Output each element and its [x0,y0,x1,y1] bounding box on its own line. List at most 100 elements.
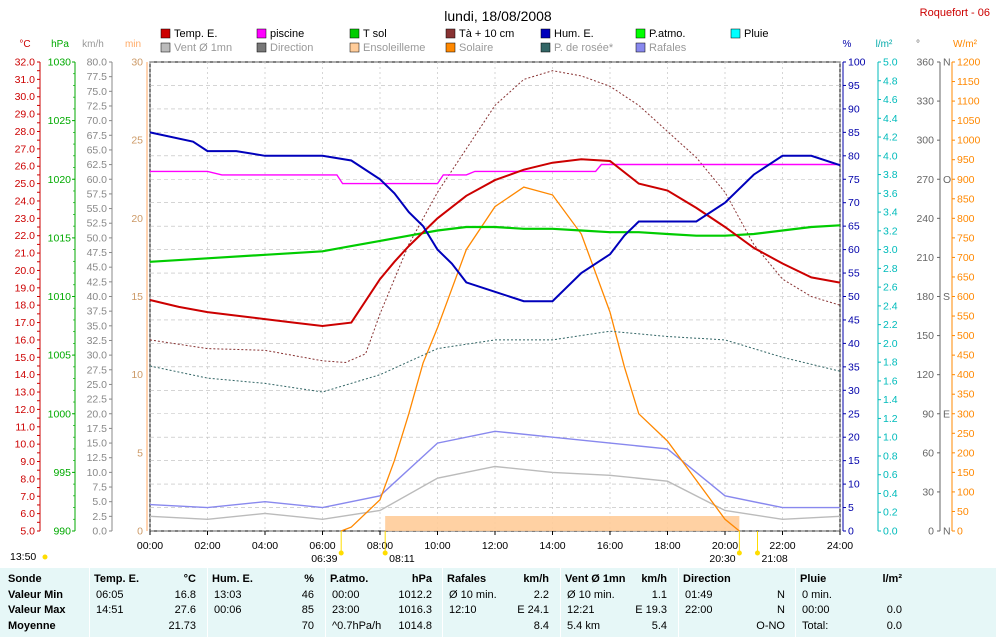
wind-axis-tick-label: 20.0 [87,408,108,420]
rain-axis-tick-label: 0.0 [883,526,898,538]
solar-axis-tick-label: 350 [957,389,975,401]
solar-axis-tick-label: 800 [957,213,975,225]
table-row-label: Moyenne [8,620,56,632]
deg-axis-tick-label: 300 [916,135,934,147]
solar-axis-tick-label: 1050 [957,115,981,127]
wind-axis-tick-label: 30.0 [87,350,108,362]
minutes-axis-tick-label: 20 [131,213,143,225]
solar-axis-tick-label: 1200 [957,57,981,69]
axis-unit-label: l/m² [876,39,893,50]
rain-axis-tick-label: 2.0 [883,338,898,350]
legend-swatch [160,42,171,53]
table-col-unit: l/m² [882,573,902,585]
wind-axis-tick-label: 0.0 [92,526,107,538]
table-cell-value: 1014.8 [398,620,432,632]
temp-axis-tick-label: 29.0 [15,109,36,121]
axis-unit-label: km/h [82,39,104,50]
rain-axis-tick-label: 3.2 [883,225,898,237]
table-cell-time: 00:06 [214,604,242,616]
press-axis-tick-label: 1020 [48,174,72,186]
deg-axis-tick-label: 330 [916,96,934,108]
table-cell-value: N [777,589,785,601]
wind-axis-tick-label: 65.0 [87,144,108,156]
solar-axis-tick-label: 100 [957,486,975,498]
series-rafales [149,430,840,509]
hum-axis-tick-label: 15 [848,455,860,467]
table-column-separator [795,568,796,637]
series-piscine [150,163,840,185]
table-cell-time: 12:21 [567,604,595,616]
solar-axis-tick-label: 1150 [957,76,980,88]
hum-axis-tick-label: 85 [848,127,860,139]
temp-axis-tick-label: 30.0 [15,91,36,103]
legend-label: P.atmo. [649,28,686,40]
deg-axis-dir-label: O [943,174,951,186]
solar-axis-tick-label: 300 [957,408,975,420]
temp-axis-tick-label: 16.0 [15,334,36,346]
wind-axis-tick-label: 67.5 [87,130,108,142]
deg-axis-dir-label: S [943,291,950,303]
legend-swatch [445,42,456,53]
table-col-title: Vent Ø 1mn [565,573,626,585]
hum-axis-tick-label: 95 [848,80,860,92]
series-p-de-ros-e- [149,330,841,393]
time-tick-label: 10:00 [424,540,450,552]
deg-axis-tick-label: 180 [916,291,934,303]
solar-axis-tick-label: 850 [957,193,975,205]
temp-axis-tick-label: 27.0 [15,143,36,155]
wind-axis-tick-label: 60.0 [87,174,108,186]
table-cell-value: 70 [301,620,314,632]
legend-label: Vent Ø 1mn [174,42,232,54]
table-cell-value: 21.73 [168,620,196,632]
table-col-unit: km/h [641,573,667,585]
rain-axis-tick-label: 4.8 [883,75,898,87]
rain-axis-tick-label: 0.2 [883,507,898,519]
table-column-separator [207,568,208,637]
rain-axis-tick-label: 0.4 [883,488,898,500]
sun-marker-label: 06:39 [311,553,337,565]
table-row-header: Sonde [8,573,42,585]
hum-axis-tick-label: 20 [848,432,860,444]
time-tick-label: 02:00 [194,540,220,552]
temp-axis-tick-label: 10.0 [15,439,36,451]
temp-axis-tick-label: 23.0 [15,213,36,225]
deg-axis-tick-label: 240 [916,213,934,225]
deg-axis-tick-label: 0 [928,526,934,538]
legend-label: Tà + 10 cm [459,28,514,40]
wind-axis-tick-label: 35.0 [87,320,108,332]
solar-axis-tick-label: 1100 [957,96,980,108]
hum-axis-tick-label: 50 [848,291,860,303]
press-axis-tick-label: 995 [53,467,71,479]
solar-axis-tick-label: 1000 [957,135,981,147]
wind-axis-tick-label: 32.5 [87,335,108,347]
axis-unit-label: W/m² [953,39,978,50]
time-tick-label: 12:00 [482,540,508,552]
legend-swatch [349,28,360,39]
table-cell-value: 0.0 [886,604,902,616]
temp-axis-tick-label: 26.0 [15,161,36,173]
axis-unit-label: % [843,39,852,50]
temp-axis-tick-label: 13.0 [15,387,36,399]
rain-axis-tick-label: 4.4 [883,113,898,125]
temp-axis-tick-label: 5.0 [20,526,35,538]
table-col-unit: hPa [411,573,432,585]
legend-label: piscine [270,28,304,40]
solar-axis-tick-label: 150 [957,467,975,479]
rain-axis-tick-label: 1.0 [883,432,898,444]
table-cell-time: 00:00 [332,589,360,601]
legend-swatch [445,28,456,39]
solar-axis-tick-label: 400 [957,369,975,381]
summary-table [0,568,996,637]
solar-axis-tick-label: 700 [957,252,975,264]
table-row-label: Valeur Max [8,604,66,616]
table-cell-value: E 19.3 [635,604,667,616]
wind-axis-tick-label: 80.0 [87,57,108,69]
wind-axis-tick-label: 22.5 [87,394,108,406]
deg-axis-tick-label: 270 [916,174,934,186]
press-axis-tick-label: 1005 [48,350,72,362]
table-col-title: Direction [683,573,731,585]
solar-axis-tick-label: 600 [957,291,975,303]
press-axis-tick-label: 1025 [48,115,72,127]
solar-axis-tick-label: 250 [957,428,975,440]
temp-axis-tick-label: 9.0 [20,456,35,468]
